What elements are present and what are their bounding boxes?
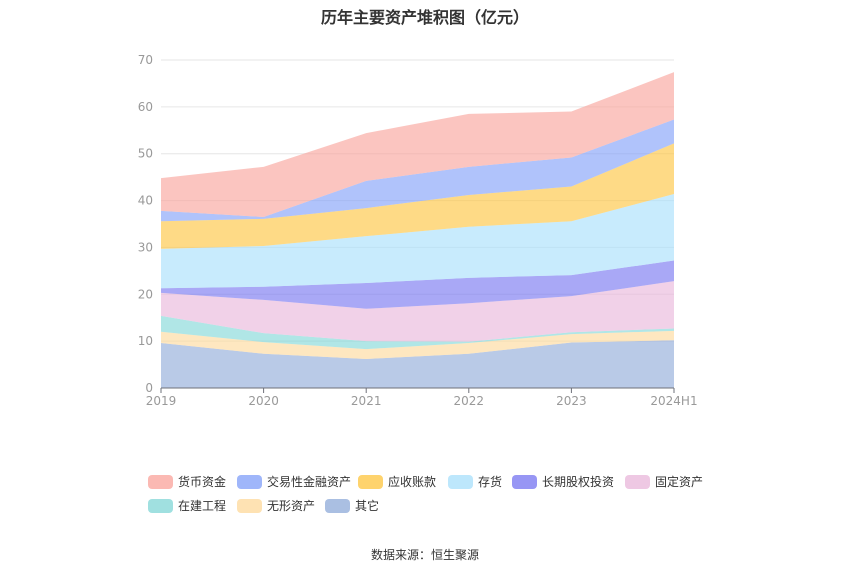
legend-label: 固定资产 [655, 475, 704, 489]
x-tick-label: 2020 [248, 394, 279, 408]
y-tick-label: 10 [138, 334, 153, 348]
legend-label: 其它 [355, 499, 380, 513]
area-8 [161, 72, 674, 217]
y-tick-label: 60 [138, 100, 153, 114]
legend-item[interactable]: 应收账款 [358, 473, 436, 490]
area-6 [161, 143, 674, 249]
legend-label: 长期股权投资 [542, 475, 615, 489]
x-tick-label: 2019 [146, 394, 177, 408]
legend-swatch [148, 498, 173, 513]
y-tick-label: 70 [138, 53, 153, 67]
legend-label: 交易性金融资产 [267, 475, 352, 489]
legend-item[interactable]: 无形资产 [237, 497, 315, 514]
y-tick-label: 30 [138, 240, 153, 254]
x-tick-label: 2022 [454, 394, 485, 408]
legend-label: 货币资金 [178, 475, 227, 489]
legend-swatch [625, 474, 650, 489]
x-tick-label: 2024H1 [650, 394, 697, 408]
legend-label: 无形资产 [267, 499, 316, 513]
y-tick-label: 50 [138, 147, 153, 161]
legend-item[interactable]: 其它 [325, 497, 379, 514]
legend-item[interactable]: 固定资产 [625, 473, 703, 490]
stacked-area-chart: 0 10 20 30 40 50 60 70 2019 2020 2021 2022 2023 2024H… [138, 53, 698, 408]
area-1 [161, 330, 674, 359]
area-7 [161, 119, 674, 222]
area-4 [161, 260, 674, 309]
legend-swatch [237, 474, 262, 489]
legend-swatch [325, 498, 350, 513]
legend-swatch [237, 498, 262, 513]
legend-swatch [448, 474, 473, 489]
legend-swatch [512, 474, 537, 489]
chart-title: 历年主要资产堆积图（亿元） [320, 8, 529, 27]
legend-label: 存货 [478, 475, 503, 489]
area-5 [161, 194, 674, 289]
legend-label: 应收账款 [388, 475, 437, 489]
legend-item[interactable]: 长期股权投资 [512, 473, 614, 490]
x-tick-label: 2021 [351, 394, 382, 408]
legend-item[interactable]: 交易性金融资产 [237, 473, 351, 490]
legend-swatch [148, 474, 173, 489]
y-tick-label: 0 [145, 381, 153, 395]
area-3 [161, 281, 674, 342]
legend-item[interactable]: 存货 [448, 473, 502, 490]
y-tick-label: 20 [138, 287, 153, 301]
legend-item[interactable]: 货币资金 [148, 473, 226, 490]
area-2 [161, 315, 674, 350]
legend-label: 在建工程 [178, 499, 227, 513]
legend-swatch [358, 474, 383, 489]
data-source: 数据来源：恒生聚源 [370, 548, 479, 562]
y-tick-label: 40 [138, 194, 153, 208]
x-tick-label: 2023 [556, 394, 587, 408]
area-0 [161, 340, 674, 388]
legend-item[interactable]: 在建工程 [148, 497, 226, 514]
